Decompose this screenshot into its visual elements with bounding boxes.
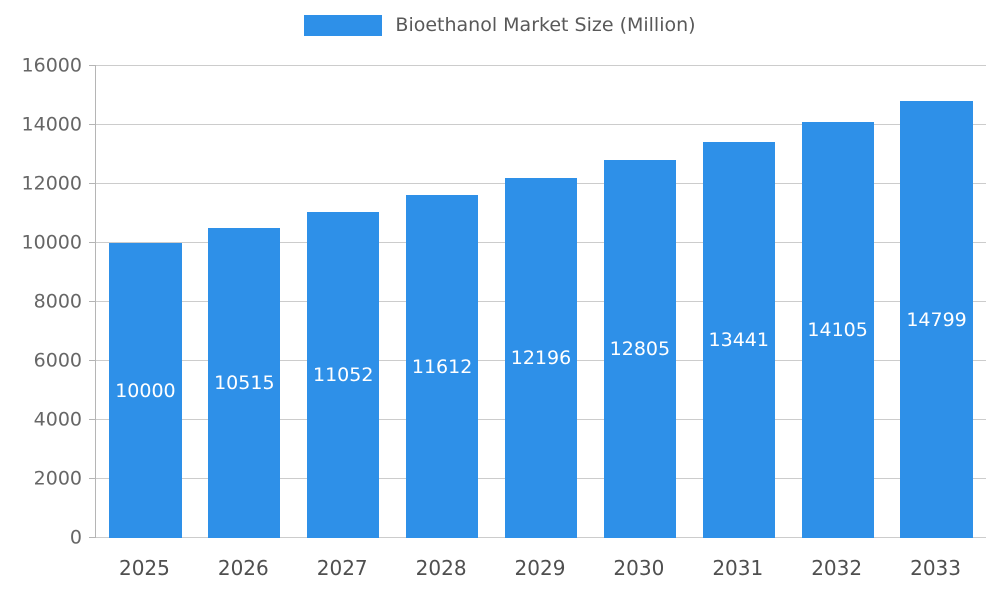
- bar-2025: 10000: [109, 243, 182, 538]
- bar-2032: 14105: [801, 121, 874, 538]
- bar-value-label: 11052: [312, 363, 374, 386]
- chart-legend: Bioethanol Market Size (Million): [0, 14, 1000, 36]
- y-axis-tick: [89, 478, 96, 479]
- x-axis-label: 2030: [613, 556, 665, 580]
- x-axis-label: 2032: [811, 556, 863, 580]
- legend-label: Bioethanol Market Size (Million): [395, 14, 696, 36]
- bar-2026: 10515: [208, 227, 281, 538]
- x-axis-label: 2028: [415, 556, 467, 580]
- x-axis-label: 2025: [118, 556, 170, 580]
- y-axis: 0 2000 4000 6000 8000 10000 12000 14000 16000: [0, 56, 82, 547]
- y-axis-tick: [89, 360, 96, 361]
- y-axis-tick: [89, 183, 96, 184]
- x-axis-label: 2029: [514, 556, 566, 580]
- y-axis-tick: [89, 65, 96, 66]
- x-axis-label: 2027: [316, 556, 368, 580]
- bar-2028: 11612: [406, 195, 479, 538]
- y-axis-label: 14000: [21, 113, 82, 136]
- y-axis-label: 12000: [21, 172, 82, 195]
- y-axis-tick: [89, 537, 96, 538]
- y-axis-label: 8000: [33, 290, 82, 313]
- bar-2030: 12805: [603, 160, 676, 538]
- bar-2027: 11052: [307, 211, 380, 538]
- y-axis-label: 6000: [33, 349, 82, 372]
- gridline: [96, 65, 986, 66]
- x-axis-label: 2033: [910, 556, 961, 580]
- bar-value-label: 14105: [807, 318, 868, 341]
- plot-area: 10000 10515 11052 11612 12196 12805 13441 14105…: [89, 65, 986, 538]
- y-axis-label: 4000: [33, 408, 82, 431]
- y-axis-tick: [89, 419, 96, 420]
- x-axis-label: 2031: [712, 556, 764, 580]
- bar-value-label: 10515: [214, 371, 275, 394]
- bar-value-label: 12805: [609, 338, 671, 361]
- y-axis-tick: [89, 301, 96, 302]
- y-axis-tick: [89, 124, 96, 125]
- bar-value-label: 13441: [708, 328, 769, 351]
- bar-value-label: 10000: [115, 379, 176, 402]
- x-axis: 2025 2026 2027 2028 2029 2030 2031 2032 2033: [95, 548, 985, 588]
- gridline: [96, 124, 986, 125]
- x-axis-label: 2026: [217, 556, 269, 580]
- y-axis-label: 10000: [21, 231, 82, 254]
- bar-value-label: 14799: [906, 308, 967, 331]
- y-axis-label: 2000: [33, 467, 82, 490]
- bar-2033: 14799: [900, 101, 973, 538]
- bar-2029: 12196: [504, 178, 578, 538]
- legend-swatch: [304, 14, 383, 36]
- y-axis-tick: [89, 242, 96, 243]
- y-axis-label: 0: [69, 526, 82, 549]
- bar-value-label: 12196: [510, 347, 572, 370]
- bar-2031: 13441: [702, 141, 775, 538]
- y-axis-label: 16000: [21, 54, 82, 77]
- bar-value-label: 11612: [411, 355, 473, 378]
